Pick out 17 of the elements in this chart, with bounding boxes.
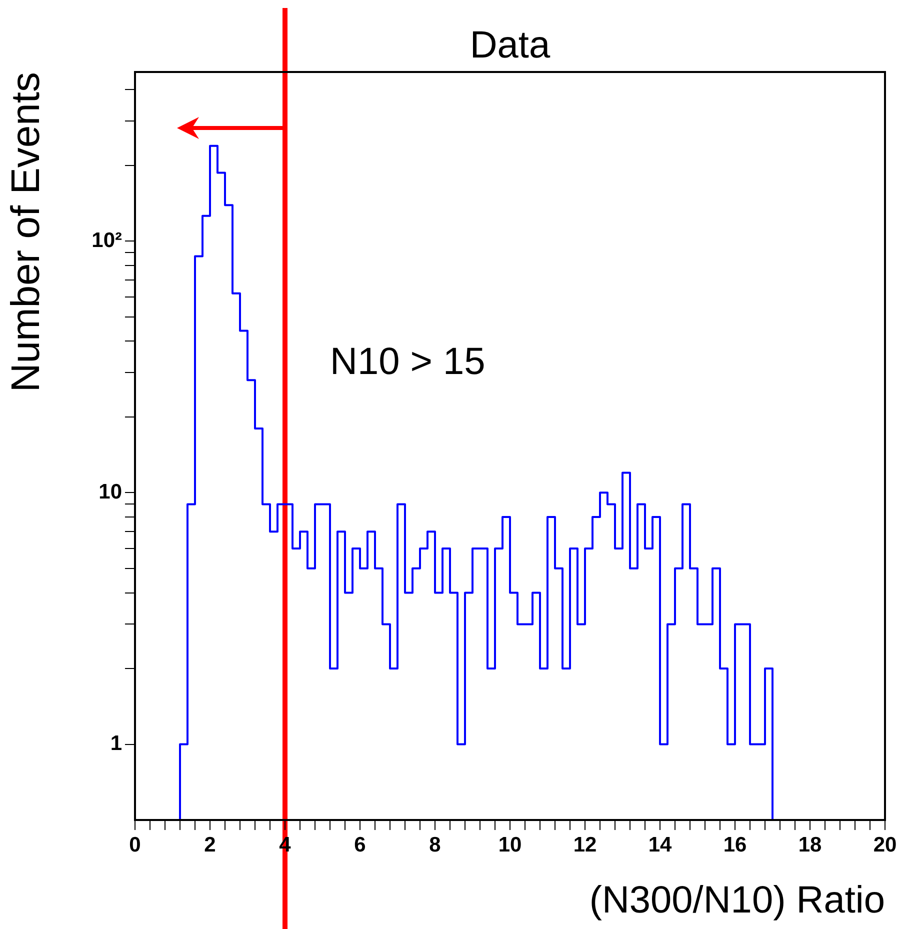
x-tick-label: 0 [129, 833, 141, 856]
chart-title: Data [470, 24, 551, 66]
x-tick-label: 6 [354, 833, 366, 856]
annotation: N10 > 15 [330, 341, 486, 384]
y-axis-title: Number of Events [4, 72, 48, 392]
x-tick-label: 16 [723, 833, 747, 856]
x-tick-label: 18 [798, 833, 822, 856]
x-axis-title: (N300/N10) Ratio [589, 880, 885, 922]
x-tick-label: 2 [204, 833, 216, 856]
y-tick-label: 10² [92, 228, 122, 252]
x-tick-label: 14 [648, 833, 672, 856]
y-tick-label: 1 [110, 732, 122, 756]
x-tick-label: 10 [498, 833, 522, 856]
x-tick-label: 8 [429, 833, 442, 856]
x-tick-label: 20 [873, 833, 897, 856]
x-tick-label: 12 [573, 833, 597, 856]
y-tick-label: 10 [98, 480, 122, 504]
